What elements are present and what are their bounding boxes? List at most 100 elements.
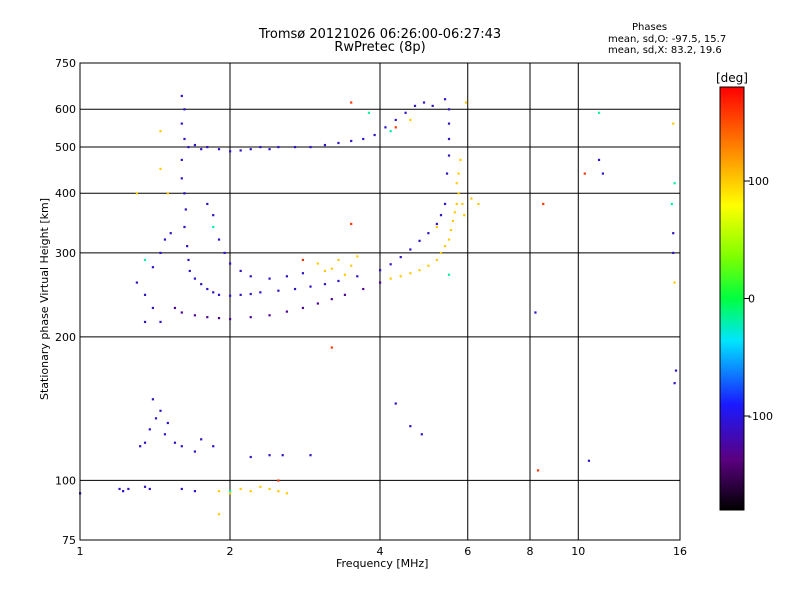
- data-point: [362, 287, 365, 291]
- data-point: [249, 275, 252, 278]
- data-point: [439, 251, 443, 255]
- colorbar-label: [deg]: [716, 71, 748, 85]
- data-point: [166, 192, 169, 195]
- data-point: [301, 272, 305, 275]
- data-point: [212, 225, 215, 229]
- data-point: [148, 487, 151, 491]
- data-point: [399, 275, 402, 278]
- data-point: [309, 454, 312, 457]
- data-point: [183, 108, 186, 111]
- data-point: [457, 192, 460, 195]
- data-point: [323, 283, 327, 286]
- data-point: [180, 487, 183, 491]
- data-point: [447, 122, 451, 125]
- data-point: [229, 490, 232, 493]
- data-point: [139, 445, 142, 448]
- data-point: [356, 255, 359, 258]
- data-point: [455, 202, 458, 206]
- data-point: [293, 287, 297, 291]
- data-point: [409, 272, 412, 275]
- data-point: [277, 479, 280, 482]
- data-point: [672, 122, 675, 125]
- data-point: [239, 149, 242, 152]
- data-point: [166, 421, 169, 425]
- data-point: [409, 248, 412, 251]
- data-point: [451, 219, 455, 223]
- data-point: [217, 293, 221, 296]
- data-point: [183, 225, 186, 229]
- data-point: [212, 445, 215, 448]
- data-point: [418, 269, 421, 272]
- data-point: [277, 490, 280, 493]
- data-point: [173, 441, 177, 444]
- data-point: [389, 130, 392, 133]
- data-point: [180, 445, 183, 448]
- x-tick-label: 6: [464, 545, 471, 558]
- data-point: [193, 143, 197, 147]
- data-point: [389, 277, 392, 280]
- data-point: [337, 141, 340, 145]
- data-point: [455, 182, 458, 185]
- data-point: [159, 320, 162, 324]
- data-point: [180, 177, 183, 180]
- data-point: [534, 311, 537, 314]
- data-point: [301, 306, 305, 310]
- data-point: [435, 258, 438, 262]
- data-point: [183, 137, 186, 141]
- data-point: [259, 485, 262, 488]
- data-point: [249, 490, 252, 493]
- data-point: [184, 208, 187, 211]
- data-point: [159, 167, 162, 171]
- data-point: [597, 158, 601, 162]
- data-point: [217, 238, 221, 241]
- data-point: [206, 287, 209, 291]
- data-point: [249, 292, 252, 296]
- data-point: [418, 239, 421, 242]
- data-point: [143, 258, 147, 262]
- data-point: [443, 202, 447, 206]
- y-tick-label: 200: [55, 331, 76, 344]
- data-point: [597, 111, 601, 114]
- data-point: [217, 513, 221, 516]
- data-point: [193, 450, 197, 453]
- data-point: [206, 316, 209, 319]
- data-point: [443, 98, 447, 101]
- data-point: [399, 256, 402, 259]
- data-point: [323, 143, 327, 147]
- phase-legend-x: mean, sd,X: 83.2, 19.6: [608, 45, 722, 56]
- data-point: [394, 118, 397, 122]
- data-point: [217, 148, 221, 151]
- data-point: [151, 306, 155, 310]
- data-point: [447, 238, 451, 241]
- data-point: [447, 154, 451, 157]
- data-point: [587, 459, 591, 462]
- data-point: [427, 264, 430, 267]
- data-point: [249, 316, 252, 319]
- data-point: [159, 251, 162, 255]
- data-point: [268, 314, 271, 317]
- data-point: [122, 490, 125, 493]
- data-point: [229, 492, 232, 495]
- data-point: [229, 294, 232, 297]
- x-tick-label: 4: [377, 545, 384, 558]
- data-point: [223, 251, 226, 255]
- data-point: [427, 232, 430, 235]
- data-point: [268, 487, 271, 491]
- data-point: [379, 269, 382, 272]
- y-tick-label: 750: [55, 57, 76, 70]
- data-point: [277, 289, 280, 292]
- data-point: [163, 433, 167, 436]
- data-point: [159, 130, 162, 133]
- data-point: [285, 310, 288, 313]
- data-point: [443, 245, 447, 248]
- data-point: [154, 417, 158, 420]
- data-point: [404, 111, 407, 114]
- x-tick-label: 8: [527, 545, 534, 558]
- data-point: [461, 202, 464, 206]
- data-point: [206, 202, 209, 206]
- data-point: [316, 262, 319, 265]
- data-points: [79, 94, 678, 516]
- data-point: [268, 148, 271, 151]
- chart-title: Tromsø 20121026 06:26:00-06:27:43: [258, 27, 502, 42]
